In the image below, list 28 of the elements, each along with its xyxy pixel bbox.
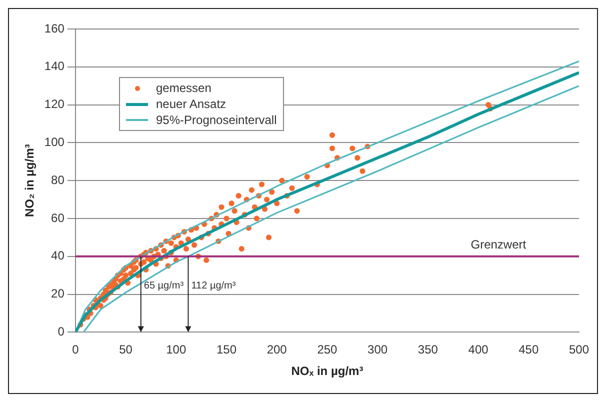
y-tick-label: 140 bbox=[44, 59, 65, 74]
x-tick-label: 0 bbox=[72, 342, 80, 357]
y-tick-label: 80 bbox=[51, 172, 65, 187]
annotation: 112 µg/m³ bbox=[191, 280, 236, 292]
y-tick-label: 160 bbox=[44, 21, 65, 36]
y-tick-label: 120 bbox=[44, 97, 65, 112]
x-tick-label: 150 bbox=[216, 342, 237, 357]
x-tick-label: 100 bbox=[166, 342, 186, 357]
y-tick-label: 40 bbox=[51, 248, 65, 263]
legend-label: gemessen bbox=[156, 81, 212, 95]
legend-label: 95%-Prognoseintervall bbox=[156, 113, 277, 127]
y-tick-label: 60 bbox=[51, 210, 65, 225]
x-tick-label: 400 bbox=[468, 342, 489, 357]
x-tick-label: 300 bbox=[368, 342, 388, 357]
y-tick-label: 0 bbox=[58, 324, 65, 339]
x-tick-label: 50 bbox=[119, 342, 133, 357]
legend-label: neuer Ansatz bbox=[156, 97, 226, 111]
y-tick-label: 20 bbox=[51, 286, 65, 301]
annotation: 65 µg/m³ bbox=[144, 280, 184, 292]
x-tick-label: 500 bbox=[568, 342, 590, 357]
x-tick-label: 200 bbox=[266, 342, 288, 357]
y-tick-label: 100 bbox=[44, 135, 65, 150]
y-axis-title: NO₂ in µg/m³ bbox=[22, 144, 37, 218]
x-tick-label: 350 bbox=[418, 342, 438, 357]
ref-line-label: Grenzwert bbox=[470, 237, 527, 252]
x-tick-label: 250 bbox=[317, 342, 338, 357]
x-tick-label: 450 bbox=[518, 342, 539, 357]
x-axis-title: NOₓ in µg/m³ bbox=[291, 364, 364, 378]
